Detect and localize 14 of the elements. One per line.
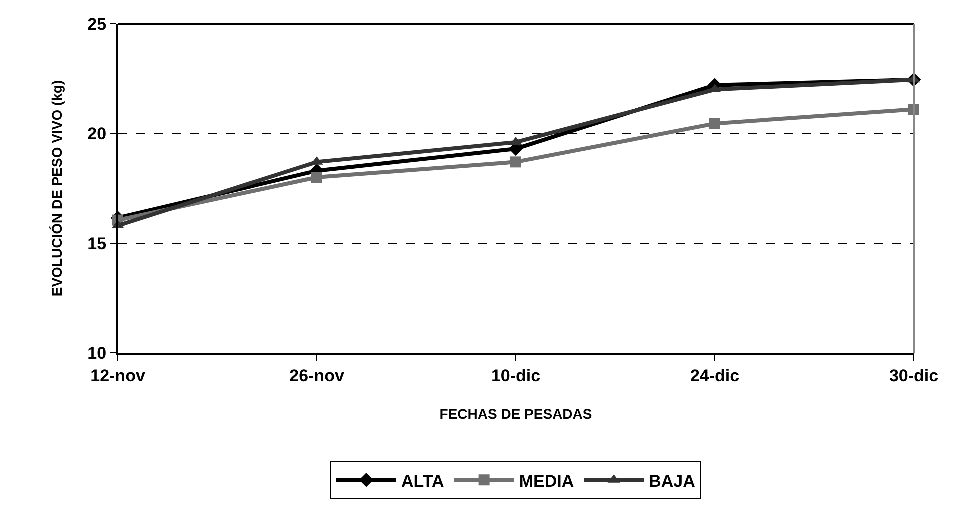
x-tick-label: 10-dic [491,366,541,386]
y-axis-title: EVOLUCIÓN DE PESO VIVO (kg) [48,80,65,297]
y-tick-label: 10 [88,344,107,363]
legend-label: MEDIA [519,472,574,491]
x-tick-label: 30-dic [889,366,939,386]
x-tick-label: 26-nov [290,366,345,386]
y-tick-label: 15 [88,234,107,254]
x-tick-label: 24-dic [690,366,740,386]
legend-label: ALTA [402,472,444,491]
x-axis-title: FECHAS DE PESADAS [440,406,592,422]
y-tick-label: 25 [88,14,107,34]
y-tick-label: 20 [88,124,107,144]
legend-label: BAJA [649,472,696,491]
x-tick-label: 12-nov [90,366,146,386]
